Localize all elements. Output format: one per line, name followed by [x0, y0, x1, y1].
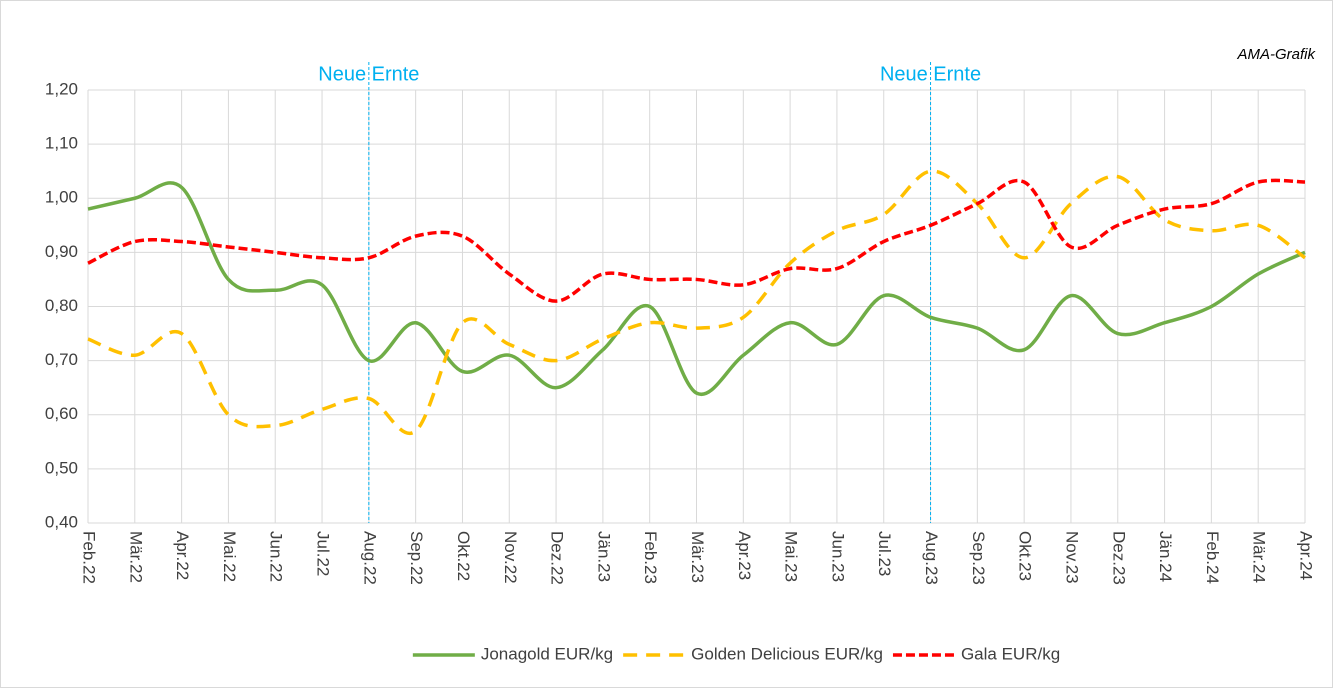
series-line [87, 178, 1306, 303]
x-tick-label: Jun.23 [828, 531, 847, 582]
x-tick-label: Apr.24 [1297, 531, 1316, 580]
y-tick-label: 1,00 [45, 188, 78, 207]
x-tick-label: Jän.23 [594, 531, 613, 582]
x-tick-label: Mär.22 [126, 531, 145, 583]
x-tick-label: Jun.22 [267, 531, 286, 582]
x-tick-label: Nov.22 [501, 531, 520, 584]
y-tick-label: 0,90 [45, 242, 78, 261]
y-tick-label: 0,70 [45, 350, 78, 369]
x-tick-label: Mai.22 [220, 531, 239, 582]
x-tick-label: Okt.23 [1016, 531, 1035, 581]
source-label: AMA-Grafik [1236, 46, 1316, 63]
x-tick-label: Mai.23 [782, 531, 801, 582]
series-line [87, 181, 1306, 397]
x-tick-label: Jul.23 [875, 531, 894, 576]
x-tick-label: Apr.23 [735, 531, 754, 580]
x-tick-label: Sep.23 [969, 531, 988, 585]
x-tick-label: Mär.23 [688, 531, 707, 583]
x-tick-label: Mär.24 [1250, 531, 1269, 583]
y-tick-label: 1,20 [45, 79, 78, 98]
x-tick-label: Aug.22 [360, 531, 379, 585]
series-line [87, 169, 1307, 436]
x-tick-label: Feb.23 [641, 531, 660, 584]
annotation: Neue Ernte [880, 63, 981, 85]
y-tick-label: 1,10 [45, 134, 78, 153]
x-tick-label: Apr.22 [173, 531, 192, 580]
x-tick-label: Dez.23 [1109, 531, 1128, 585]
x-tick-label: Jul.22 [314, 531, 333, 576]
y-tick-label: 0,80 [45, 296, 78, 315]
y-tick-label: 0,60 [45, 404, 78, 423]
x-tick-label: Feb.24 [1203, 531, 1222, 584]
x-tick-label: Sep.22 [407, 531, 426, 585]
x-tick-label: Nov.23 [1062, 531, 1081, 584]
x-tick-label: Dez.22 [548, 531, 567, 585]
legend-label: Golden Delicious EUR/kg [691, 644, 883, 663]
x-tick-label: Aug.23 [922, 531, 941, 585]
x-tick-label: Jän.24 [1156, 531, 1175, 582]
x-tick-label: Feb.22 [80, 531, 99, 584]
legend-label: Jonagold EUR/kg [481, 644, 613, 663]
legend-label: Gala EUR/kg [961, 644, 1060, 663]
y-tick-label: 0,40 [45, 512, 78, 531]
y-tick-label: 0,50 [45, 458, 78, 477]
x-tick-label: Okt.22 [454, 531, 473, 581]
annotation: Neue Ernte [318, 63, 419, 85]
